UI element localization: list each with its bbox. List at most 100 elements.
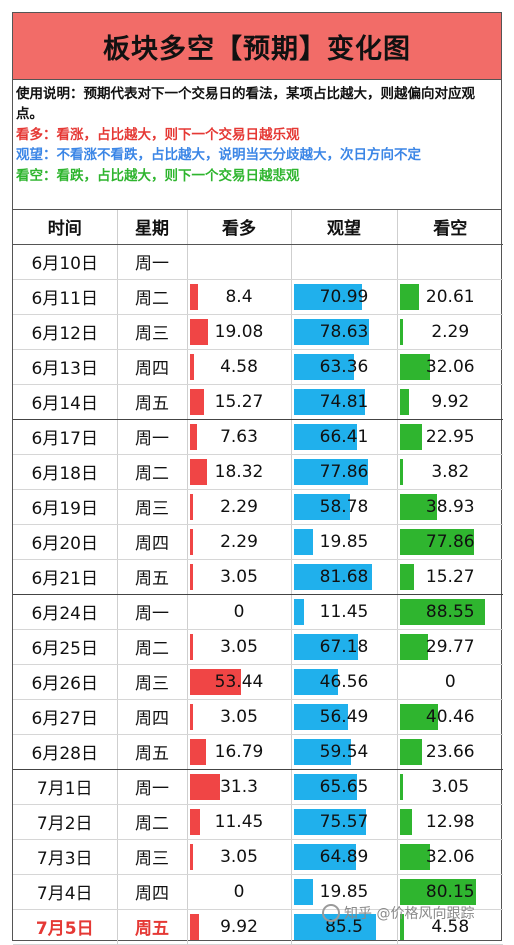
cell-bull: 15.27: [187, 384, 292, 420]
bull-bar: [189, 283, 198, 310]
weekday-text: 周四: [135, 534, 169, 554]
cell-bull: 2.29: [187, 489, 292, 525]
cell-week: 周四: [117, 874, 188, 910]
cell-date: 6月19日: [13, 489, 118, 525]
cell-week: 周二: [117, 629, 188, 665]
watch-bar: [293, 878, 313, 905]
cell-watch: 65.65: [291, 769, 398, 805]
watch-bar: [293, 423, 358, 450]
date-text: 7月4日: [36, 884, 93, 904]
cell-watch: 11.45: [291, 594, 398, 630]
cell-week: 周一: [117, 594, 188, 630]
table-row: 6月18日 周二 18.32 77.86 3.82: [13, 454, 503, 490]
bear-value: 15.27: [425, 566, 475, 587]
watch-bar: [293, 633, 358, 660]
watch-bar: [293, 843, 356, 870]
date-text: 6月28日: [31, 744, 98, 764]
cell-bear: 23.66: [397, 734, 503, 770]
bear-bar: [399, 318, 403, 345]
bear-bar: [399, 703, 439, 730]
bear-value: 88.55: [425, 601, 475, 622]
bear-bar: [399, 808, 412, 835]
sentiment-table: 时间 星期 看多 观望 看空 6月10日 周一 6月11日 周二 8.4 70.99 20.…: [13, 210, 503, 945]
cell-watch: 64.89: [291, 839, 398, 875]
cell-watch: 74.81: [291, 384, 398, 420]
bear-value: 23.66: [425, 741, 475, 762]
cell-watch: 78.63: [291, 314, 398, 350]
cell-bear: 3.82: [397, 454, 503, 490]
date-text: 6月18日: [31, 464, 98, 484]
page-title: 板块多空【预期】变化图: [13, 13, 501, 80]
cell-bear: 0: [397, 664, 503, 700]
bear-value: 12.98: [425, 811, 475, 832]
bull-value: 7.63: [220, 426, 258, 447]
cell-watch: 70.99: [291, 279, 398, 315]
cell-watch: 46.56: [291, 664, 398, 700]
cell-bear: 29.77: [397, 629, 503, 665]
note-watch: 观望：不看涨不看跌，占比越大，说明当天分歧越大，次日方向不定: [16, 147, 421, 164]
cell-week: 周二: [117, 454, 188, 490]
weekday-text: 周二: [135, 464, 169, 484]
note-usage: 使用说明：预期代表对下一个交易日的看法，某项占比越大，则越偏向对应观点。: [16, 86, 475, 123]
cell-bear: 40.46: [397, 699, 503, 735]
watch-value: 19.85: [319, 531, 369, 552]
watch-value: 85.5: [325, 916, 363, 937]
bull-value: 19.08: [214, 321, 264, 342]
cell-bear: 22.95: [397, 419, 503, 455]
table-row: 6月26日 周三 53.44 46.56 0: [13, 664, 503, 700]
bear-bar: [399, 598, 485, 625]
watch-bar: [293, 668, 339, 695]
note-bear: 看空：看跌，占比越大，则下一个交易日越悲观: [16, 167, 300, 184]
cell-watch: [291, 244, 398, 280]
cell-week: 周三: [117, 839, 188, 875]
cell-date: 6月12日: [13, 314, 118, 350]
cell-date: 6月13日: [13, 349, 118, 385]
weekday-text: 周四: [135, 884, 169, 904]
table-row: 6月10日 周一: [13, 244, 503, 280]
cell-week: 周三: [117, 489, 188, 525]
header-week: 星期: [117, 210, 188, 245]
date-text: 6月14日: [31, 394, 98, 414]
cell-date: 6月20日: [13, 524, 118, 560]
weekday-text: 周三: [135, 324, 169, 344]
cell-date: 7月5日: [13, 909, 118, 945]
weekday-text: 周五: [135, 919, 169, 939]
bear-bar: [399, 633, 429, 660]
cell-bull: 53.44: [187, 664, 292, 700]
watch-value: 66.41: [319, 426, 369, 447]
weekday-text: 周一: [135, 604, 169, 624]
date-text: 6月19日: [31, 499, 98, 519]
table-row: 6月17日 周一 7.63 66.41 22.95: [13, 419, 503, 455]
bull-bar: [189, 773, 220, 800]
bear-bar: [399, 878, 477, 905]
table-row: 6月28日 周五 16.79 59.54 23.66: [13, 734, 503, 770]
date-text: 6月21日: [31, 569, 98, 589]
watch-bar: [293, 318, 369, 345]
bull-value: 3.05: [220, 636, 258, 657]
cell-bear: 20.61: [397, 279, 503, 315]
cell-week: 周四: [117, 524, 188, 560]
cell-bear: 9.92: [397, 384, 503, 420]
watch-value: 46.56: [319, 671, 369, 692]
watch-bar: [293, 388, 366, 415]
watch-bar: [293, 563, 372, 590]
cell-watch: 19.85: [291, 524, 398, 560]
watch-value: 75.57: [319, 811, 369, 832]
table-row: 6月24日 周一 0 11.45 88.55: [13, 594, 503, 630]
bull-bar: [189, 528, 193, 555]
usage-notes: 使用说明：预期代表对下一个交易日的看法，某项占比越大，则越偏向对应观点。 看多：…: [13, 80, 501, 210]
watermark-logo-icon: [322, 904, 340, 922]
bull-bar: [189, 458, 208, 485]
cell-date: 6月21日: [13, 559, 118, 595]
date-text: 6月13日: [31, 359, 98, 379]
cell-watch: 59.54: [291, 734, 398, 770]
cell-watch: 56.49: [291, 699, 398, 735]
date-text: 7月3日: [36, 849, 93, 869]
bear-value: 20.61: [425, 286, 475, 307]
cell-date: 7月3日: [13, 839, 118, 875]
bull-bar: [189, 563, 193, 590]
bull-bar: [189, 318, 208, 345]
bull-bar: [189, 388, 205, 415]
cell-date: 6月26日: [13, 664, 118, 700]
cell-bull: 3.05: [187, 699, 292, 735]
